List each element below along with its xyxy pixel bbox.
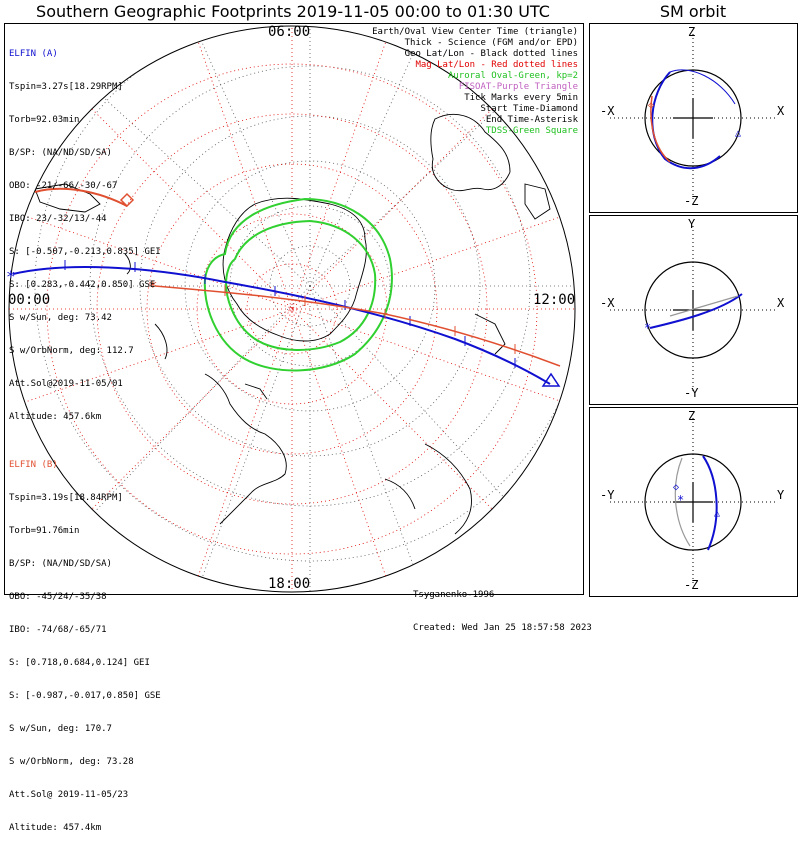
elfin-a-line: B/SP: (NA/ND/SD/SA) — [9, 148, 112, 158]
elfin-b-info: ELFIN (B) Tspin=3.19s[18.84RPM] Torb=91.… — [9, 438, 161, 856]
sm2-top: Y — [688, 217, 696, 231]
legend-entry: Earth/Oval View Center Time (triangle) — [372, 27, 578, 37]
sm2-right: X — [777, 296, 785, 310]
hour-label-bottom: 18:00 — [268, 576, 311, 592]
sm3-top: Z — [688, 409, 696, 423]
sm1-bottom: -Z — [684, 194, 699, 208]
elfin-b-line: S: [-0.987,-0.017,0.850] GSE — [9, 691, 161, 701]
sm-panel-xz-plot: ◇ △ — [610, 34, 778, 202]
plot-title: Southern Geographic Footprints 2019-11-0… — [36, 2, 550, 21]
elfin-a-line: IBO: 23/-32/13/-44 — [9, 214, 107, 224]
elfin-a-header: ELFIN (A) — [9, 49, 58, 59]
elfin-b-line: Altitude: 457.4km — [9, 823, 102, 833]
elfin-a-line: Att.Sol@2019-11-05/01 — [9, 379, 123, 389]
footprint-map-frame: * * 06:00 00:00 12:00 18:00 ELFIN (A) Ts… — [4, 23, 592, 833]
elfin-b-line: Att.Sol@ 2019-11-05/23 — [9, 790, 129, 800]
elfin-a-center-triangle — [541, 372, 561, 387]
elfin-a-line: S: [0.283,-0.442,0.850] GSE — [9, 280, 156, 290]
elfin-a-line: Altitude: 457.6km — [9, 412, 102, 422]
elfin-b-header: ELFIN (B) — [9, 460, 58, 470]
svg-text:*: * — [644, 321, 651, 335]
elfin-a-info: ELFIN (A) Tspin=3.27s[18.29RPM] Torb=92.… — [9, 27, 161, 445]
legend: Earth/Oval View Center Time (triangle) Th… — [372, 27, 578, 137]
mag-grid — [9, 26, 575, 592]
hour-label-left: 00:00 — [8, 292, 51, 308]
elfin-b-track: * — [34, 187, 561, 367]
elfin-a-end-asterisk: * — [6, 267, 16, 286]
elfin-a-ticks — [64, 260, 516, 368]
elfin-a-line: S w/OrbNorm, deg: 112.7 — [9, 346, 134, 356]
created-label: Created: Wed Jan 25 18:57:58 2023 — [413, 623, 592, 633]
footprint-map: * * — [6, 25, 576, 593]
sm2-bottom: -Y — [684, 386, 699, 400]
elfin-b-line: S: [0.718,0.684,0.124] GEI — [9, 658, 150, 668]
elfin-b-line: OBO: -45/24/-35/38 — [9, 592, 107, 602]
elfin-b-line: B/SP: (NA/ND/SD/SA) — [9, 559, 112, 569]
sm-panel-xy: * Y -Y -X X — [589, 215, 798, 405]
legend-entry: Thick - Science (FGM and/or EPD) — [404, 38, 578, 48]
legend-entry: End Time-Asterisk — [485, 115, 578, 125]
legend-entry: Start Time-Diamond — [480, 104, 578, 114]
legend-entry: Geo Lat/Lon - Black dotted lines — [404, 49, 578, 59]
elfin-a-line: S: [-0.507,-0.213,0.835] GEI — [9, 247, 161, 257]
elfin-a-line: Torb=92.03min — [9, 115, 80, 125]
sm3-left: -Y — [600, 488, 615, 502]
elfin-b-start-diamond — [119, 192, 135, 208]
svg-text:◇: ◇ — [673, 482, 679, 493]
auroral-oval — [203, 197, 393, 372]
elfin-b-end-asterisk: * — [148, 277, 158, 296]
legend-entry: Mag Lat/Lon - Red dotted lines — [415, 60, 578, 70]
credits: Tsyganenko-1996 Created: Wed Jan 25 18:5… — [413, 568, 592, 656]
sm-orbit-title: SM orbit — [659, 2, 727, 21]
legend-entry: TDSS-Green Square — [485, 126, 578, 136]
sm1-right: X — [777, 104, 785, 118]
svg-text:*: * — [677, 493, 684, 507]
sm-panel-yz-plot: ◇ * △ — [610, 418, 778, 586]
elfin-a-line: S w/Sun, deg: 73.42 — [9, 313, 112, 323]
legend-entry: Tick Marks every 5min — [464, 93, 578, 103]
elfin-a-line: Tspin=3.27s[18.29RPM] — [9, 82, 123, 92]
legend-entry: FISOAT-Purple Triangle — [458, 82, 578, 92]
hour-label-top: 06:00 — [268, 24, 311, 40]
elfin-b-line: S w/Sun, deg: 170.7 — [9, 724, 112, 734]
elfin-a-track: * — [6, 260, 561, 387]
elfin-b-ticks — [224, 286, 516, 354]
sm3-right: Y — [777, 488, 785, 502]
svg-text:◇: ◇ — [648, 100, 654, 111]
sm1-top: Z — [688, 25, 696, 39]
elfin-b-line: S w/OrbNorm, deg: 73.28 — [9, 757, 134, 767]
continent-outlines — [34, 114, 551, 535]
model-label: Tsyganenko-1996 — [413, 590, 495, 600]
svg-text:△: △ — [714, 508, 720, 519]
sm1-left: -X — [600, 104, 615, 118]
hour-label-right: 12:00 — [533, 292, 576, 308]
sm2-left: -X — [600, 296, 615, 310]
elfin-b-line: IBO: -74/68/-65/71 — [9, 625, 107, 635]
elfin-a-line: OBO: -21/-66/-30/-67 — [9, 181, 118, 191]
sm3-bottom: -Z — [684, 578, 699, 592]
legend-entry: Auroral Oval-Green, kp=2 — [447, 71, 578, 81]
elfin-b-line: Torb=91.76min — [9, 526, 80, 536]
svg-text:△: △ — [735, 128, 741, 139]
sm-panel-xy-plot: * — [610, 226, 778, 394]
sm-panel-yz: ◇ * △ Z -Z -Y Y — [589, 407, 798, 597]
elfin-b-line: Tspin=3.19s[18.84RPM] — [9, 493, 123, 503]
sm-panel-xz: ◇ △ Z -Z -X X — [589, 23, 798, 213]
